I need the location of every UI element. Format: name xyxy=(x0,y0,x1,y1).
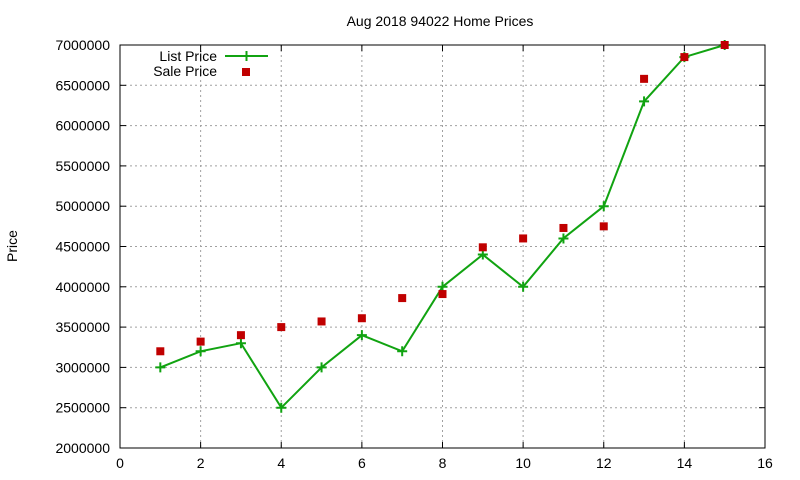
sale-price-point xyxy=(559,223,568,232)
sale-price-point xyxy=(478,243,487,252)
y-tick-label: 4500000 xyxy=(55,239,110,255)
x-tick-label: 12 xyxy=(596,455,612,471)
sale-price-point xyxy=(236,331,245,340)
list-price-point xyxy=(397,346,408,357)
list-price-point xyxy=(598,201,609,212)
y-tick-label: 5500000 xyxy=(55,158,110,174)
list-price-point xyxy=(356,330,367,341)
y-tick-label: 4000000 xyxy=(55,279,110,295)
list-price-point xyxy=(276,402,287,413)
sale-price-point xyxy=(640,74,649,83)
chart-title: Aug 2018 94022 Home Prices xyxy=(347,13,534,29)
sale-price-point xyxy=(357,314,366,323)
x-tick-label: 4 xyxy=(277,455,285,471)
sale-price-point xyxy=(277,323,286,332)
legend: List Price Sale Price xyxy=(153,48,268,79)
y-tick-label: 7000000 xyxy=(55,37,110,53)
legend-plus-marker-list-price xyxy=(241,51,252,61)
y-tick-label: 6500000 xyxy=(55,77,110,93)
x-tick-label: 14 xyxy=(677,455,693,471)
list-price-point xyxy=(195,346,206,357)
y-tick-label: 6000000 xyxy=(55,118,110,134)
data-series xyxy=(155,40,730,413)
list-price-point xyxy=(316,362,327,373)
grid-lines xyxy=(120,45,765,448)
legend-label-sale-price: Sale Price xyxy=(153,63,217,79)
list-price-point xyxy=(235,338,246,349)
sale-price-point xyxy=(398,294,407,303)
sale-price-point xyxy=(519,234,528,243)
list-price-point xyxy=(558,233,569,244)
x-tick-label: 8 xyxy=(439,455,447,471)
legend-square-marker-sale-price xyxy=(242,68,250,76)
list-price-point xyxy=(639,96,650,107)
sale-price-point xyxy=(196,337,205,346)
axis-ticks: 0 2 4 6 8 10 12 14 16 2000000 2500000 3000000 350000… xyxy=(55,37,773,471)
sale-price-point xyxy=(156,347,165,356)
list-price-point xyxy=(155,362,166,373)
x-tick-label: 2 xyxy=(197,455,205,471)
sale-price-point xyxy=(680,53,689,62)
x-tick-label: 6 xyxy=(358,455,366,471)
legend-label-list-price: List Price xyxy=(159,48,217,64)
sale-price-point xyxy=(317,317,326,326)
x-tick-label: 16 xyxy=(757,455,773,471)
x-tick-label: 10 xyxy=(515,455,531,471)
y-axis-label: Price xyxy=(4,230,20,262)
sale-price-point xyxy=(720,41,729,49)
sale-price-point xyxy=(438,290,447,299)
y-tick-label: 3500000 xyxy=(55,319,110,335)
y-tick-label: 2500000 xyxy=(55,400,110,416)
sale-price-point xyxy=(599,222,608,231)
x-tick-label: 0 xyxy=(116,455,124,471)
y-tick-label: 2000000 xyxy=(55,440,110,456)
y-tick-label: 3000000 xyxy=(55,359,110,375)
y-tick-label: 5000000 xyxy=(55,198,110,214)
list-price-point xyxy=(518,281,529,292)
